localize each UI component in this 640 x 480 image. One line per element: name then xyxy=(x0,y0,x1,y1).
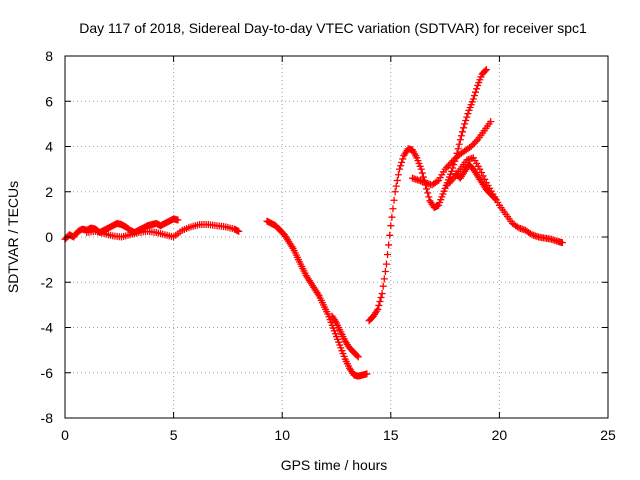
data-point xyxy=(378,290,386,298)
data-point xyxy=(461,120,469,128)
data-point xyxy=(456,136,464,144)
data-point xyxy=(418,169,426,177)
data-point xyxy=(375,301,383,309)
data-point xyxy=(381,268,389,276)
data-point xyxy=(462,116,470,124)
y-tick-label: 8 xyxy=(45,48,53,64)
data-point xyxy=(399,155,407,163)
data-point xyxy=(235,227,243,235)
data-point xyxy=(469,95,477,103)
data-point xyxy=(470,139,478,147)
x-tick-label: 10 xyxy=(274,427,290,443)
x-axis-label: GPS time / hours xyxy=(281,457,388,473)
data-point xyxy=(392,182,400,190)
data-point xyxy=(389,205,397,213)
data-point xyxy=(491,195,499,203)
data-point xyxy=(382,260,390,268)
x-tick-label: 15 xyxy=(383,427,399,443)
data-point xyxy=(473,85,481,93)
data-point xyxy=(395,165,403,173)
x-tick-label: 25 xyxy=(600,427,616,443)
data-point xyxy=(417,165,425,173)
y-tick-label: 6 xyxy=(45,93,53,109)
x-tick-label: 20 xyxy=(492,427,508,443)
data-point xyxy=(374,305,382,313)
y-tick-label: 4 xyxy=(45,139,53,155)
data-point xyxy=(397,162,405,170)
data-points xyxy=(61,66,566,380)
data-point xyxy=(394,171,402,179)
x-tick-label: 5 xyxy=(170,427,178,443)
series-spc1-segment-6 xyxy=(409,118,495,189)
series-spc1-segment-3 xyxy=(263,217,371,380)
data-point xyxy=(460,124,468,132)
data-point xyxy=(425,193,433,201)
data-point xyxy=(470,92,478,100)
data-point xyxy=(384,251,392,259)
series-spc1-segment-2 xyxy=(83,221,243,241)
data-point xyxy=(464,110,472,118)
series-spc1-segment-8 xyxy=(452,161,499,203)
x-tick-label: 0 xyxy=(61,427,69,443)
data-point xyxy=(472,88,480,96)
axis-ticks: 0 5 10 15 20 25 -8 -6 -4 -2 0 2 4 6 8 xyxy=(41,48,616,443)
y-tick-label: -6 xyxy=(41,365,54,381)
data-point xyxy=(380,275,388,283)
y-axis-label: SDTVAR / TECUs xyxy=(5,181,21,293)
y-tick-label: -2 xyxy=(41,274,54,290)
plot-frame xyxy=(64,55,609,419)
grid-layer xyxy=(65,56,608,418)
data-point xyxy=(481,67,489,75)
data-point xyxy=(476,165,484,173)
data-point xyxy=(393,176,401,184)
data-point xyxy=(391,188,399,196)
data-point xyxy=(174,216,182,224)
data-point xyxy=(353,352,361,360)
data-point xyxy=(482,66,490,74)
data-point xyxy=(363,370,371,378)
data-point xyxy=(443,163,451,171)
data-point xyxy=(390,196,398,204)
series-spc1-segment-4 xyxy=(328,312,362,361)
data-point xyxy=(458,128,466,136)
data-point xyxy=(377,294,385,302)
data-point xyxy=(386,231,394,239)
series-spc1-segment-7 xyxy=(443,154,566,247)
data-point xyxy=(455,140,463,148)
data-point xyxy=(388,213,396,221)
data-point xyxy=(558,239,566,247)
data-point xyxy=(490,193,498,201)
data-point xyxy=(424,189,432,197)
data-point xyxy=(433,178,441,186)
data-point xyxy=(463,113,471,121)
data-point xyxy=(457,132,465,140)
y-tick-label: 0 xyxy=(45,229,53,245)
data-point xyxy=(449,164,457,172)
chart-title: Day 117 of 2018, Sidereal Day-to-day VTE… xyxy=(79,20,587,36)
data-point xyxy=(448,167,456,175)
data-point xyxy=(454,145,462,153)
data-point xyxy=(354,353,362,361)
data-point xyxy=(387,222,395,230)
y-tick-label: -8 xyxy=(41,410,54,426)
data-point xyxy=(379,282,387,290)
y-tick-label: 2 xyxy=(45,184,53,200)
data-point xyxy=(472,137,480,145)
series-spc1-segment-5 xyxy=(365,66,490,325)
data-point xyxy=(398,158,406,166)
data-point xyxy=(376,297,384,305)
data-point xyxy=(487,118,495,126)
data-point xyxy=(477,169,485,177)
data-point xyxy=(385,241,393,249)
y-tick-label: -4 xyxy=(41,320,54,336)
